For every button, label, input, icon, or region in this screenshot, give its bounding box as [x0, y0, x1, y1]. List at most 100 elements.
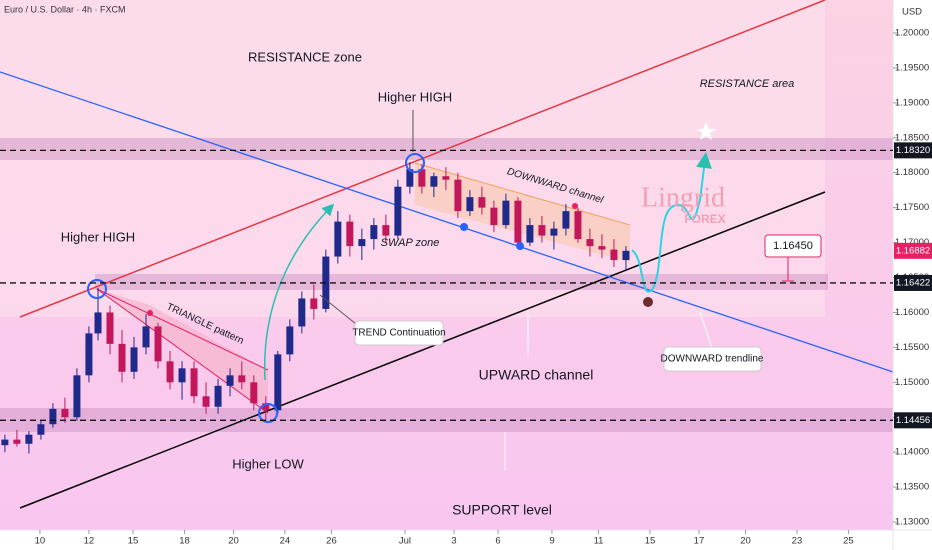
- dot: [460, 223, 468, 231]
- candle-body: [85, 333, 93, 376]
- trend-arrow: [263, 203, 335, 381]
- candle-body: [166, 361, 174, 383]
- candle-body: [610, 249, 618, 261]
- currency: USD: [902, 7, 922, 18]
- level-label: 1.14456: [896, 415, 930, 426]
- pointer: [699, 311, 713, 349]
- downward-trendline: [0, 71, 894, 373]
- level-box: [894, 274, 932, 291]
- chart-title: Euro / U.S. Dollar · 4h · FXCM: [4, 4, 126, 14]
- x-tick-label: 25: [843, 536, 854, 547]
- annotation: RESISTANCE zone: [248, 49, 362, 64]
- x-tick-label: 15: [645, 536, 656, 547]
- projection-arrow: [631, 152, 712, 293]
- y-tick-label: 1.17500: [895, 202, 929, 213]
- triangle-bottom: [96, 288, 269, 414]
- x-tick-label: 10: [35, 536, 46, 547]
- candle-body: [538, 225, 546, 236]
- watermark: FOREX: [684, 212, 725, 226]
- target-box: [764, 234, 822, 258]
- candle-body: [358, 239, 366, 247]
- x-tick-label: 20: [740, 536, 751, 547]
- marker-circle: [258, 403, 278, 423]
- annotation: Higher LOW: [232, 456, 304, 471]
- candle-body: [382, 225, 390, 236]
- candle-body: [274, 354, 282, 411]
- annotation: TREND Continuation: [352, 328, 445, 339]
- annotation: SUPPORT level: [452, 502, 552, 518]
- candle-body: [13, 439, 21, 444]
- candle-body: [61, 408, 69, 418]
- eye: [643, 297, 653, 307]
- annotation: UPWARD channel: [479, 367, 594, 383]
- x-tick-label: 20: [228, 536, 239, 547]
- annotation: Higher HIGH: [378, 89, 452, 104]
- x-tick-label: 18: [179, 536, 190, 547]
- dot: [147, 310, 153, 316]
- candle-body: [118, 343, 126, 372]
- candle-body: [214, 385, 222, 407]
- y-tick-label: 1.13000: [895, 517, 929, 528]
- candle-body: [142, 326, 150, 348]
- candle-body: [310, 298, 318, 309]
- candle-body: [226, 375, 234, 386]
- candle-body: [154, 326, 162, 362]
- lower-channel-line: [19, 191, 826, 509]
- x-tick-label: 24: [280, 536, 291, 547]
- candle-body: [334, 221, 342, 257]
- level-box: [894, 412, 932, 429]
- star: [696, 122, 716, 140]
- candle-body: [106, 312, 114, 344]
- x-tick-label: 3: [451, 536, 456, 547]
- y-tick-label: 1.16000: [895, 307, 929, 318]
- candle-body: [25, 434, 33, 444]
- candle-body: [298, 298, 306, 327]
- last-price-box: [894, 242, 932, 259]
- candle-body: [286, 326, 294, 355]
- annotation: SWAP zone: [381, 237, 440, 249]
- candle-body: [526, 225, 534, 243]
- marker-circle: [405, 153, 425, 173]
- x-axis-bg: [0, 530, 893, 550]
- candle-body: [1, 439, 9, 446]
- candle-body: [262, 403, 270, 411]
- x-tick-label: Jul: [399, 536, 411, 547]
- upper-area: [0, 0, 825, 317]
- annotation: Higher HIGH: [61, 229, 135, 244]
- candle-body: [550, 228, 558, 236]
- watermark: Lingrid: [641, 182, 725, 213]
- last-price-label: 1.16882: [896, 245, 930, 256]
- level-label: 1.16422: [896, 277, 930, 288]
- candle-body: [490, 207, 498, 226]
- candle-body: [418, 169, 426, 187]
- candle-body: [466, 197, 474, 212]
- candle-body: [49, 408, 57, 425]
- candle-body: [454, 179, 462, 212]
- y-tick-label: 1.17000: [895, 237, 929, 248]
- candle-body: [586, 239, 594, 247]
- candle-body: [346, 221, 354, 247]
- candle-body: [406, 169, 414, 187]
- candle-body: [238, 375, 246, 383]
- candle-body: [130, 347, 138, 372]
- candle-body: [442, 176, 450, 180]
- candle-body: [514, 200, 522, 243]
- annotation: RESISTANCE area: [700, 78, 795, 90]
- candle-body: [598, 246, 606, 250]
- y-tick-label: 1.15500: [895, 342, 929, 353]
- candle-body: [574, 211, 582, 240]
- x-tick-label: 11: [594, 536, 604, 547]
- candle-body: [178, 368, 186, 383]
- candle-body: [37, 424, 45, 435]
- y-tick-label: 1.15000: [895, 377, 929, 388]
- y-tick-label: 1.19500: [895, 62, 929, 73]
- callout-box: [663, 346, 762, 372]
- y-tick-label: 1.13500: [895, 482, 929, 493]
- y-tick-label: 1.14000: [895, 447, 929, 458]
- dot: [516, 242, 524, 250]
- x-tick-label: 26: [326, 536, 337, 547]
- candle-body: [202, 396, 210, 407]
- candle-body: [190, 368, 198, 397]
- y-tick-label: 1.18000: [895, 167, 929, 178]
